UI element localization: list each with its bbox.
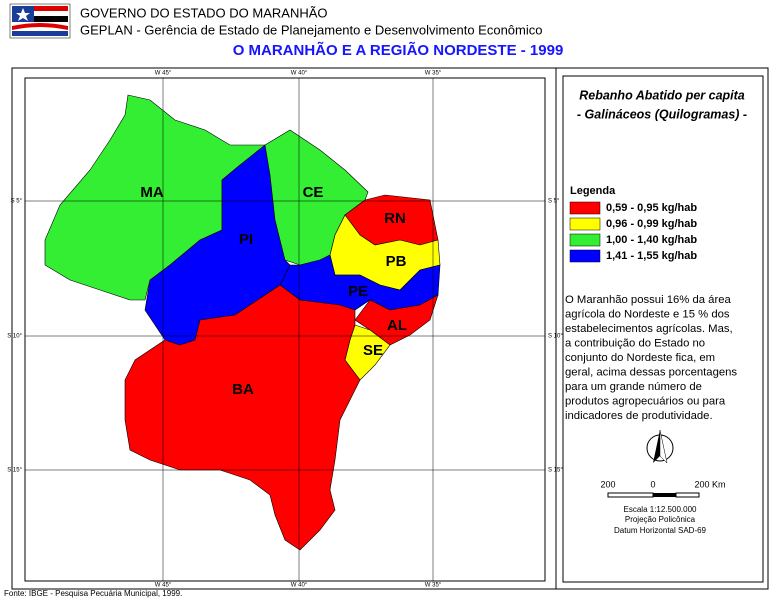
state — [124, 284, 361, 551]
legend-swatch — [569, 201, 601, 215]
state-label: PB — [386, 253, 407, 270]
state-label: SE — [363, 342, 383, 359]
longitude-label: W 45° — [155, 583, 172, 589]
description: estabelecimentos agrícolas. Mas, — [565, 323, 733, 335]
legend-label: 1,41 - 1,55 kg/hab — [606, 250, 697, 262]
scale-bar — [607, 492, 700, 498]
latitude-label: S 15° — [7, 468, 22, 474]
latitude-label: S 10° — [7, 334, 22, 340]
header-line2: GEPLAN - Gerência de Estado de Planejame… — [80, 22, 542, 37]
legend-title: Legenda — [570, 185, 616, 197]
legend-label: 0,96 - 0,99 kg/hab — [606, 218, 697, 230]
legend-label: 1,00 - 1,40 kg/hab — [606, 234, 697, 246]
legend-label: 0,59 - 0,95 kg/hab — [606, 202, 697, 214]
scale-label: 200 Km — [694, 479, 725, 489]
map-frame — [24, 77, 546, 582]
longitude-label: W 35° — [425, 583, 442, 589]
state-label: PI — [239, 231, 253, 248]
header-line1: GOVERNO DO ESTADO DO MARANHÃO — [80, 5, 328, 20]
datum: Datum Horizontal SAD-69 — [614, 526, 707, 535]
description: indicadores de produtividade. — [565, 410, 713, 422]
legend-swatch — [569, 217, 601, 231]
latitude-label: S 5° — [548, 199, 560, 205]
legend-swatch — [569, 233, 601, 247]
description: a contribuição do Estado no — [565, 337, 705, 349]
scale-label: 200 — [600, 479, 615, 489]
description: O Maranhão possui 16% da área — [565, 294, 732, 306]
description: para um grande número de — [565, 381, 702, 393]
state-label: MA — [140, 184, 163, 201]
description: agrícola do Nordeste e 15 % dos — [565, 308, 730, 320]
outer-frame — [11, 67, 769, 590]
latitude-label: S 10° — [548, 334, 563, 340]
title: O MARANHÃO E A REGIÃO NORDESTE - 1999 — [233, 41, 564, 59]
state-label: BA — [232, 381, 254, 398]
longitude-label: W 40° — [291, 71, 308, 77]
north-arrow — [646, 429, 674, 464]
description: produtos agropecuários ou para — [565, 395, 726, 407]
panel-title: - Galináceos (Quilogramas) - — [577, 107, 747, 121]
latitude-label: S 15° — [548, 468, 563, 474]
longitude-label: W 35° — [425, 71, 442, 77]
description: geral, acima dessas porcentagens — [565, 366, 737, 378]
panel-frame — [562, 75, 764, 583]
state-label: AL — [387, 317, 407, 334]
description: conjunto do Nordeste fica, em — [565, 352, 715, 364]
longitude-label: W 45° — [155, 71, 172, 77]
panel-title: Rebanho Abatido per capita — [579, 88, 745, 102]
state-label: CE — [303, 184, 324, 201]
legend-swatch — [569, 249, 601, 263]
scale-text: Escala 1:12.500.000 — [624, 505, 697, 514]
state-label: PE — [348, 283, 368, 300]
state-label: RN — [384, 210, 406, 227]
latitude-label: S 5° — [11, 199, 23, 205]
logo — [9, 3, 71, 39]
longitude-label: W 40° — [291, 583, 308, 589]
footer: Fonte: IBGE - Pesquisa Pecuária Municipa… — [4, 589, 182, 598]
scale-label: 0 — [650, 479, 655, 489]
panel: Rebanho Abatido per capita - Galináceos … — [562, 75, 764, 583]
projection: Projeção Policônica — [625, 515, 696, 524]
